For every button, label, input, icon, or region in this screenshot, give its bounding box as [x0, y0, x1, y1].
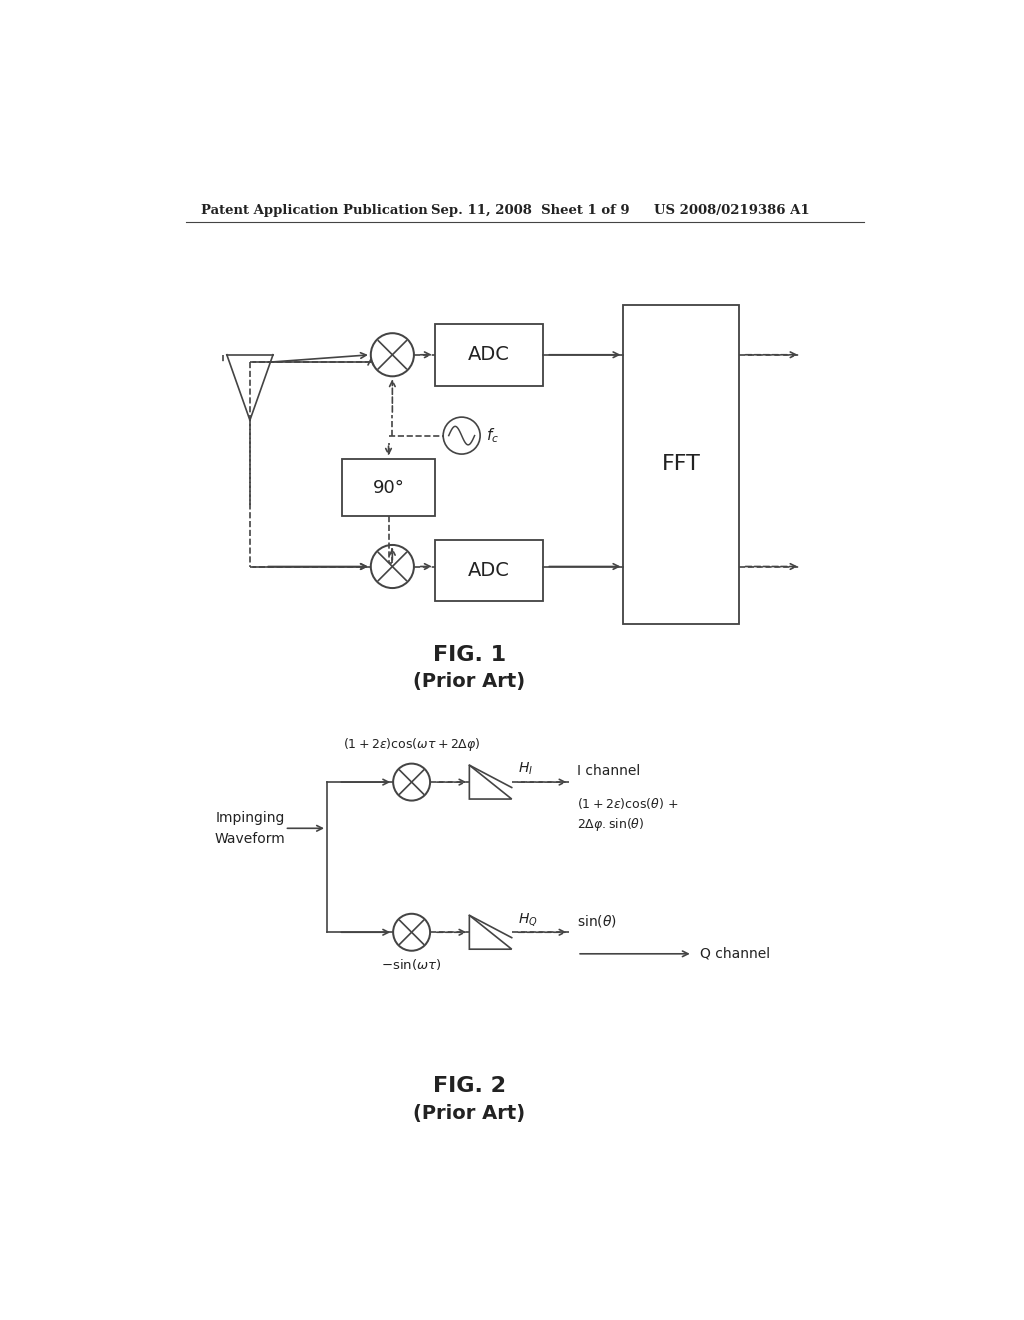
Text: ADC: ADC: [468, 346, 510, 364]
Text: US 2008/0219386 A1: US 2008/0219386 A1: [654, 205, 810, 218]
Text: (Prior Art): (Prior Art): [414, 1104, 525, 1123]
Text: $H_Q$: $H_Q$: [518, 911, 538, 928]
Bar: [435, 540, 543, 601]
Text: 90°: 90°: [373, 479, 404, 496]
Text: Q channel: Q channel: [700, 946, 770, 961]
Text: FIG. 2: FIG. 2: [433, 1076, 506, 1096]
Text: $-\sin(\omega\tau)$: $-\sin(\omega\tau)$: [382, 957, 441, 972]
Text: $(1+2\varepsilon)\cos(\theta)$ +: $(1+2\varepsilon)\cos(\theta)$ +: [578, 796, 679, 812]
Text: ADC: ADC: [468, 561, 510, 579]
Text: (Prior Art): (Prior Art): [414, 672, 525, 692]
Text: Patent Application Publication: Patent Application Publication: [202, 205, 428, 218]
Text: $(1+2\varepsilon)\cos(\omega\tau+2\Delta\varphi)$: $(1+2\varepsilon)\cos(\omega\tau+2\Delta…: [343, 735, 480, 752]
Text: Impinging
Waveform: Impinging Waveform: [215, 810, 286, 846]
Text: FFT: FFT: [662, 454, 700, 474]
Bar: [342, 459, 435, 516]
Text: FIG. 1: FIG. 1: [433, 645, 506, 665]
Text: $f_c$: $f_c$: [486, 426, 500, 445]
Text: Sep. 11, 2008  Sheet 1 of 9: Sep. 11, 2008 Sheet 1 of 9: [431, 205, 630, 218]
Bar: [435, 323, 543, 385]
Text: $\sin(\theta)$: $\sin(\theta)$: [578, 912, 617, 929]
Text: $H_I$: $H_I$: [518, 760, 532, 777]
Text: $2\Delta\varphi.\sin(\theta)$: $2\Delta\varphi.\sin(\theta)$: [578, 816, 644, 833]
Text: I channel: I channel: [578, 763, 640, 777]
Bar: [624, 305, 739, 624]
